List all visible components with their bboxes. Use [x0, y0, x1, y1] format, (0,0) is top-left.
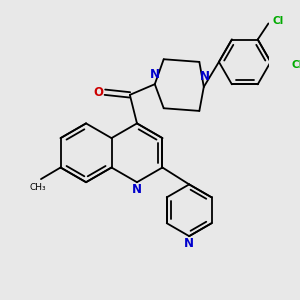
Text: N: N — [200, 70, 210, 83]
Text: N: N — [184, 237, 194, 250]
Text: Cl: Cl — [273, 16, 284, 26]
Text: N: N — [132, 183, 142, 196]
Text: O: O — [94, 86, 104, 99]
Text: N: N — [150, 68, 160, 81]
Text: Cl: Cl — [291, 61, 300, 70]
Text: CH₃: CH₃ — [29, 183, 46, 192]
